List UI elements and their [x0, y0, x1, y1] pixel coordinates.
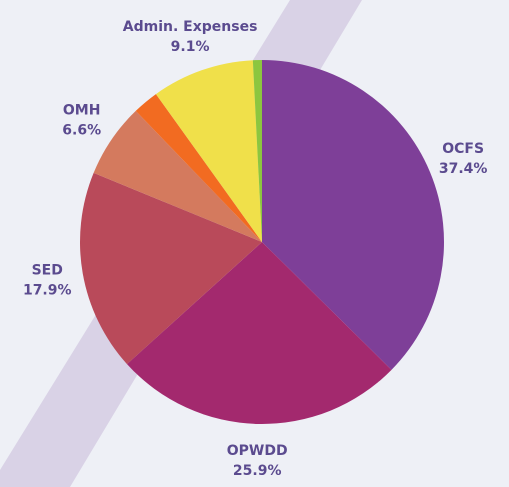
slice-label: SED	[32, 262, 63, 278]
pie-slice	[127, 242, 392, 425]
slice-value: 25.9%	[233, 463, 282, 479]
pie-slice	[262, 60, 444, 370]
pie-slice	[155, 60, 262, 242]
pie-slice	[252, 60, 262, 242]
slice-value: 6.6%	[62, 122, 101, 138]
slice-value: 17.9%	[23, 282, 72, 298]
slice-label: Admin. Expenses	[123, 19, 258, 35]
pie-slice	[79, 172, 262, 365]
slice-label: OMH	[63, 102, 101, 118]
slice-label: OPWDD	[227, 443, 288, 459]
slice-value: 37.4%	[439, 161, 488, 177]
pie-slice	[93, 110, 262, 243]
slice-label: OCFS	[442, 141, 484, 157]
pie-slice	[135, 94, 262, 242]
slice-value: 9.1%	[171, 39, 210, 55]
